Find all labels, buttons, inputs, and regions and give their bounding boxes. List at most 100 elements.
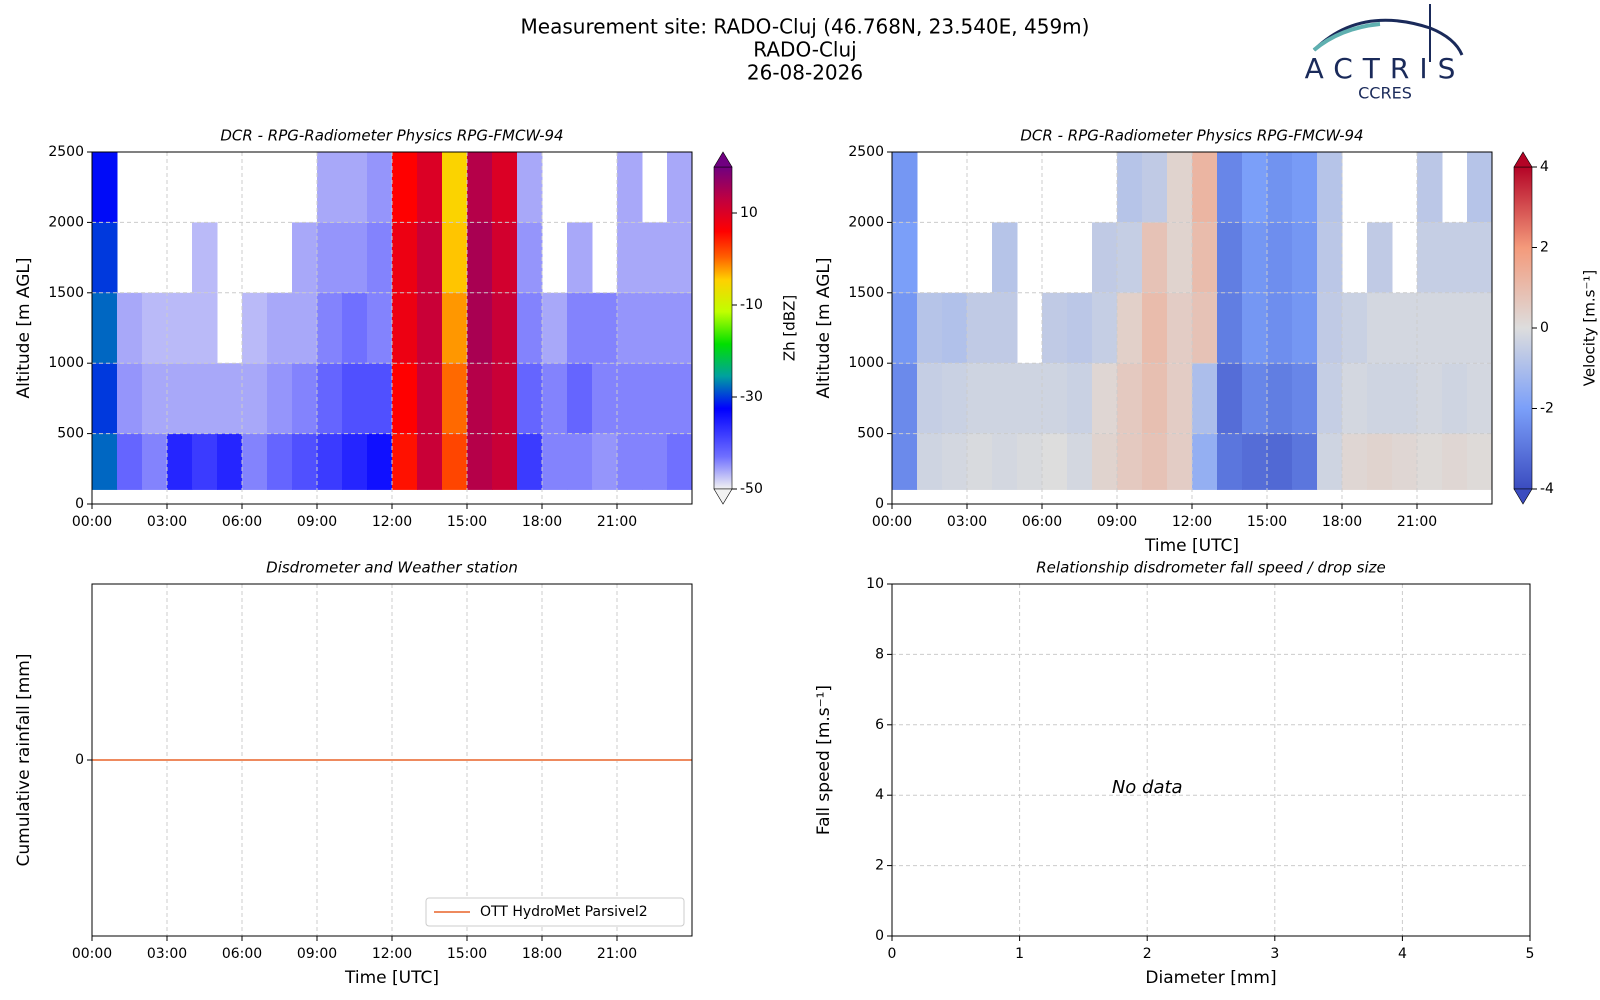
y-axis-label: Fall speed [m.s⁻¹] [814, 685, 834, 835]
y-tick-label: 2 [875, 858, 884, 874]
heatmap-cell [992, 292, 1018, 364]
heatmap-cell [1217, 222, 1243, 293]
heatmap-cell [1117, 433, 1143, 490]
x-tick-label: 09:00 [297, 514, 337, 530]
heatmap-cell [317, 363, 343, 434]
x-axis-label: Diameter [mm] [1145, 968, 1276, 988]
heatmap-cell [492, 363, 518, 434]
heatmap-cell [1392, 433, 1418, 490]
heatmap-cell [267, 292, 293, 364]
heatmap-cell [367, 292, 393, 364]
y-tick-label: 1500 [848, 285, 884, 301]
x-tick-label: 3 [1270, 946, 1279, 962]
y-tick-label: 0 [75, 496, 84, 512]
heatmap-cell [1217, 433, 1243, 490]
y-axis-label: Altitude [m AGL] [14, 257, 34, 398]
axes-frame [91, 151, 693, 505]
heatmap-cell [1392, 363, 1418, 434]
heatmap-cell [1167, 292, 1193, 364]
x-tick-label: 2 [1143, 946, 1152, 962]
heatmap-cell [367, 363, 393, 434]
x-tick-label: 03:00 [147, 946, 187, 962]
heatmap-cell [1042, 433, 1068, 490]
heatmap-cell [1117, 222, 1143, 293]
heatmap-cell [1417, 292, 1443, 364]
heatmap-cell [367, 433, 393, 490]
heatmap-cell [1292, 363, 1318, 434]
heatmap-cell [442, 222, 468, 293]
heatmap-cell [1417, 363, 1443, 434]
heatmap-cell [442, 363, 468, 434]
heatmap-cell [1192, 433, 1218, 490]
x-tick-label: 00:00 [72, 946, 112, 962]
heatmap-cell [492, 222, 518, 293]
colorbar-tick-label: -10 [740, 297, 763, 313]
heatmap-cell [1117, 363, 1143, 434]
colorbar-tick-label: 4 [1540, 159, 1549, 175]
heatmap-cell [1192, 292, 1218, 364]
heatmap-cell [142, 363, 168, 434]
heatmap-cell [1342, 433, 1368, 490]
heatmap-cell [442, 433, 468, 490]
heatmap-cell [1142, 433, 1168, 490]
heatmap-cell [592, 292, 618, 364]
heatmap-cell [1417, 433, 1443, 490]
axes-frame [891, 583, 1531, 937]
heatmap-cell [1317, 433, 1343, 490]
heatmap-cell [417, 433, 443, 490]
heatmap-cell [117, 363, 143, 434]
heatmap-cell [1192, 152, 1218, 223]
y-axis-label: Altitude [m AGL] [814, 257, 834, 398]
heatmap-cell [1267, 433, 1293, 490]
heatmap-cell [1242, 433, 1268, 490]
heatmap-cell [1092, 433, 1118, 490]
colorbar-tick-label: 0 [1540, 320, 1549, 336]
y-tick-label: 2500 [848, 144, 884, 160]
x-tick-label: 09:00 [297, 946, 337, 962]
heatmap-cell [1442, 363, 1468, 434]
x-tick-label: 12:00 [1172, 514, 1212, 530]
heatmap-cell [1467, 292, 1493, 364]
heatmap-cell [342, 363, 368, 434]
heatmap-cell [392, 152, 418, 223]
heatmap-cell [1467, 363, 1493, 434]
logo-subtitle: CCRES [1358, 84, 1412, 103]
heatmap-cell [292, 222, 318, 293]
x-tick-label: 12:00 [372, 946, 412, 962]
heatmap-cell [1242, 363, 1268, 434]
colorbar-extend-bottom [1513, 488, 1533, 505]
heatmap-cell [1367, 222, 1393, 293]
heatmap-cell [1467, 222, 1493, 293]
colorbar [713, 166, 733, 490]
heatmap-cell [317, 433, 343, 490]
y-tick-label: 0 [875, 496, 884, 512]
x-tick-label: 09:00 [1097, 514, 1137, 530]
heatmap-cell [1242, 222, 1268, 293]
heatmap-cell [1292, 292, 1318, 364]
heatmap-cell [1342, 292, 1368, 364]
heatmap-cell [1017, 433, 1043, 490]
heatmap-cell [942, 292, 968, 364]
heatmap-cell [192, 222, 218, 293]
y-axis-label: Cumulative rainfall [mm] [14, 654, 34, 867]
chart-title: DCR - RPG-Radiometer Physics RPG-FMCW-94 [1020, 127, 1363, 145]
heatmap-cell [642, 433, 668, 490]
heatmap-cell [192, 363, 218, 434]
heatmap-cell [1317, 292, 1343, 364]
heatmap-cell [142, 433, 168, 490]
heatmap-cell [542, 433, 568, 490]
heatmap-cell [1167, 152, 1193, 223]
colorbar-tick-label: -4 [1540, 481, 1554, 497]
heatmap-cell [667, 363, 693, 434]
y-tick-label: 8 [875, 646, 884, 662]
heatmap-cell [567, 222, 593, 293]
colorbar-extend-bottom [713, 488, 733, 505]
heatmap-cell [192, 292, 218, 364]
panel: 0 1 2 3 4 5 0 2 4 6 8 10 No data Relationship disdrom… [814, 559, 1534, 989]
colorbar-label: Velocity [m.s⁻¹] [1581, 270, 1599, 386]
y-tick-label: 1000 [848, 355, 884, 371]
heatmap-cell [1117, 152, 1143, 223]
heatmap-cell [92, 152, 118, 223]
heatmap-cell [1217, 363, 1243, 434]
